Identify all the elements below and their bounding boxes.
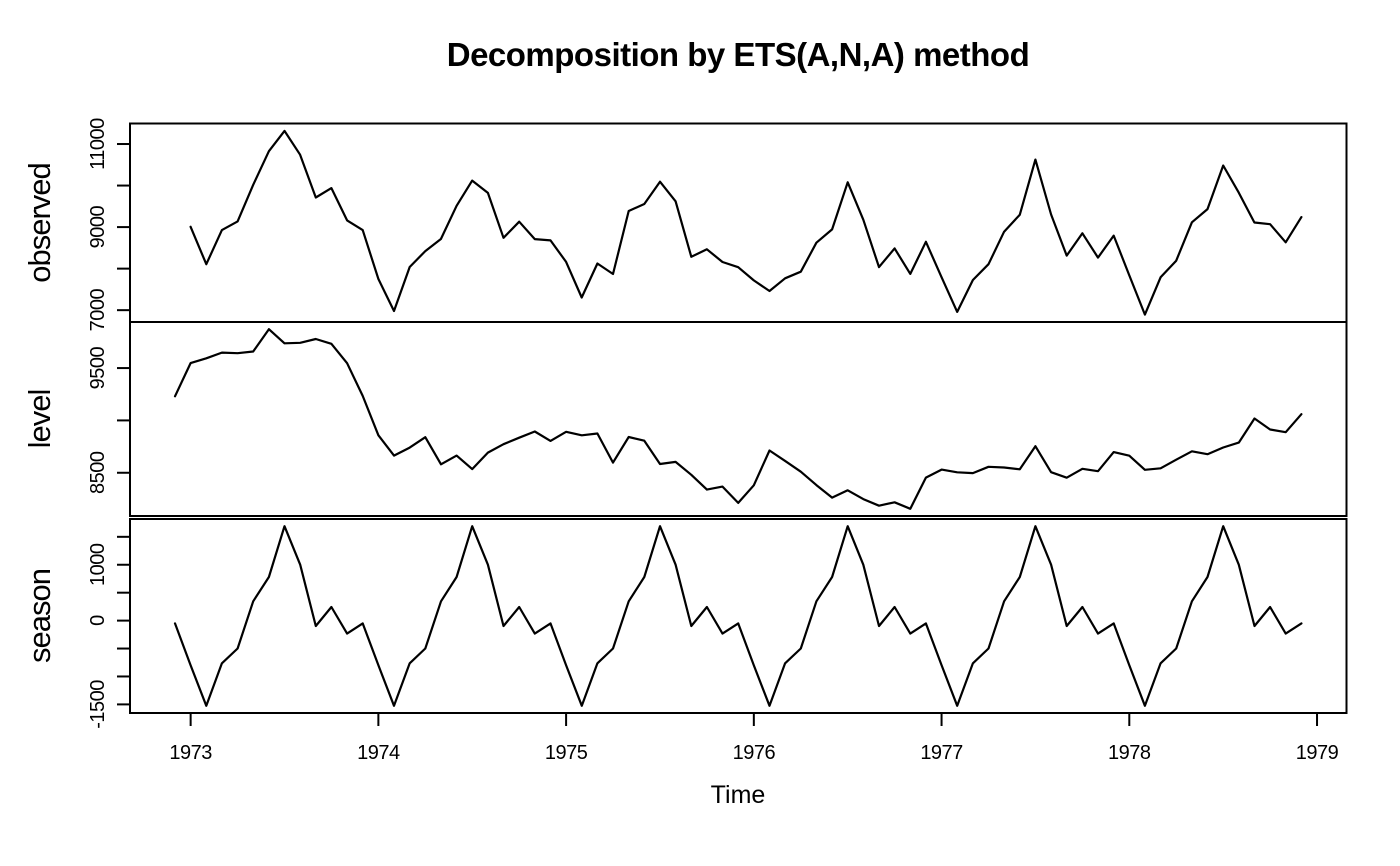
x-axis-title-time: Time bbox=[710, 781, 766, 809]
x-tick-label: 1973 bbox=[169, 742, 212, 764]
x-tick-label: 1978 bbox=[1108, 742, 1151, 764]
x-tick-label: 1976 bbox=[733, 742, 776, 764]
season-y-tick-label: 0 bbox=[87, 615, 109, 626]
x-tick-label: 1979 bbox=[1296, 742, 1339, 764]
season-y-tick-label: -1500 bbox=[87, 680, 109, 729]
observed-series-line bbox=[189, 129, 1303, 316]
chart-title: Decomposition by ETS(A,N,A) method bbox=[446, 36, 1030, 73]
level-y-tick-label: 8500 bbox=[87, 451, 109, 494]
season-y-tick-label: 1000 bbox=[87, 543, 109, 586]
level-panel-box bbox=[129, 321, 1348, 517]
observed-y-tick-label: 9000 bbox=[87, 205, 109, 248]
observed-y-tick-label: 11000 bbox=[87, 118, 109, 170]
level-series-line bbox=[173, 328, 1303, 510]
observed-panel-box bbox=[129, 122, 1348, 323]
x-tick-label: 1977 bbox=[920, 742, 963, 764]
x-tick-label: 1975 bbox=[545, 742, 588, 764]
x-tick-label: 1974 bbox=[357, 742, 400, 764]
observed-y-tick-label: 7000 bbox=[87, 289, 109, 332]
season-panel-box bbox=[129, 518, 1348, 714]
season-series-line bbox=[173, 525, 1303, 707]
level-y-tick-label: 9500 bbox=[87, 346, 109, 389]
